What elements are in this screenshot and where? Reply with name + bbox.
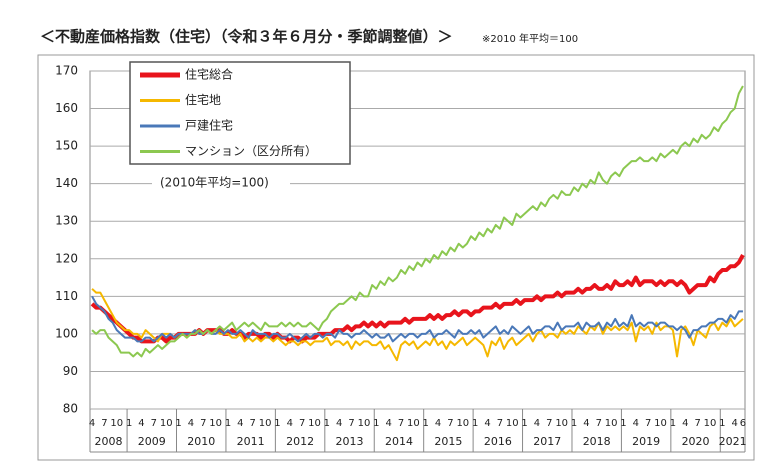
x-tick-label: 7 <box>694 418 700 429</box>
x-tick-label: 1 <box>521 418 527 429</box>
x-tick-label: 4 <box>583 418 589 429</box>
x-tick-label: 10 <box>654 418 667 429</box>
y-tick-label: 170 <box>55 64 78 78</box>
x-tick-label: 7 <box>101 418 107 429</box>
x-tick-label: 10 <box>358 418 371 429</box>
x-tick-label: 7 <box>596 418 602 429</box>
x-tick-label: 4 <box>138 418 144 429</box>
x-tick-label: 7 <box>200 418 206 429</box>
x-tick-label: 4 <box>484 418 490 429</box>
year-label: 2008 <box>95 435 123 448</box>
legend-label: 住宅地 <box>185 92 221 107</box>
year-label: 2018 <box>583 435 611 448</box>
x-tick-label: 7 <box>645 418 651 429</box>
year-label: 2020 <box>682 435 710 448</box>
x-tick-label: 10 <box>209 418 222 429</box>
chart-note: ※2010 年平均＝100 <box>482 32 578 45</box>
annotation: (2010年平均=100) <box>160 176 269 190</box>
series-line <box>91 85 744 358</box>
x-tick-label: 4 <box>682 418 688 429</box>
year-label: 2013 <box>336 435 364 448</box>
x-tick-label: 10 <box>555 418 568 429</box>
x-tick-label: 4 <box>287 418 293 429</box>
x-tick-label: 1 <box>423 418 429 429</box>
year-label: 2021 <box>719 435 747 448</box>
x-tick-label: 4 <box>732 418 738 429</box>
legend-box <box>129 61 351 165</box>
year-label: 2010 <box>187 435 215 448</box>
x-tick-label: 7 <box>398 418 404 429</box>
y-tick-label: 130 <box>55 214 78 228</box>
x-tick-label: 10 <box>259 418 272 429</box>
year-label: 2012 <box>286 435 314 448</box>
x-tick-label: 1 <box>225 418 231 429</box>
x-tick-label: 1 <box>620 418 626 429</box>
x-tick-label: 10 <box>506 418 519 429</box>
legend-label: 住宅総合 <box>185 67 233 82</box>
x-tick-label: 10 <box>308 418 321 429</box>
x-tick-label: 4 <box>188 418 194 429</box>
x-tick-label: 7 <box>546 418 552 429</box>
x-tick-label: 10 <box>407 418 420 429</box>
x-tick-label: 1 <box>719 418 725 429</box>
y-tick-label: 140 <box>55 176 78 190</box>
x-tick-label: 4 <box>534 418 540 429</box>
y-tick-label: 80 <box>63 402 78 416</box>
x-tick-label: 10 <box>605 418 618 429</box>
chart-title: ＜不動産価格指数（住宅）（令和３年６月分・季節調整値）＞ <box>40 28 453 46</box>
y-tick-label: 90 <box>63 364 78 378</box>
year-label: 2009 <box>138 435 166 448</box>
year-label: 2016 <box>484 435 512 448</box>
x-tick-label: 1 <box>175 418 181 429</box>
x-tick-label: 1 <box>571 418 577 429</box>
x-tick-label: 4 <box>336 418 342 429</box>
year-label: 2015 <box>434 435 462 448</box>
x-tick-label: 1 <box>324 418 330 429</box>
x-tick-label: 7 <box>447 418 453 429</box>
x-tick-label: 4 <box>385 418 391 429</box>
year-label: 2011 <box>237 435 265 448</box>
x-tick-label: 4 <box>633 418 639 429</box>
annotation-bg <box>152 174 290 192</box>
year-label: 2019 <box>632 435 660 448</box>
x-tick-label: 10 <box>456 418 469 429</box>
x-tick-label: 7 <box>151 418 157 429</box>
y-tick-label: 100 <box>55 326 78 340</box>
x-tick-label: 10 <box>160 418 173 429</box>
year-label: 2014 <box>385 435 413 448</box>
x-tick-label: 7 <box>299 418 305 429</box>
x-tick-label: 1 <box>472 418 478 429</box>
x-tick-label: 1 <box>373 418 379 429</box>
x-tick-label: 1 <box>126 418 132 429</box>
x-tick-label: 4 <box>89 418 95 429</box>
plot <box>90 85 745 362</box>
x-tick-label: 1 <box>274 418 280 429</box>
legend-label: マンション（区分所有） <box>185 144 317 158</box>
x-tick-label: 7 <box>497 418 503 429</box>
x-tick-label: 7 <box>250 418 256 429</box>
year-label: 2017 <box>533 435 561 448</box>
x-tick-label: 10 <box>110 418 123 429</box>
y-tick-label: 120 <box>55 251 78 265</box>
x-tick-label: 10 <box>704 418 717 429</box>
y-tick-label: 160 <box>55 101 78 115</box>
x-tick-label: 1 <box>670 418 676 429</box>
series-line <box>91 295 743 343</box>
x-tick-label: 4 <box>237 418 243 429</box>
y-tick-label: 110 <box>55 289 78 303</box>
chart-frame <box>37 54 755 461</box>
legend-label: 戸建住宅 <box>185 118 233 133</box>
y-tick-label: 150 <box>55 139 78 153</box>
grid <box>89 70 746 453</box>
x-tick-label: 6 <box>740 418 746 429</box>
x-tick-label: 7 <box>348 418 354 429</box>
x-tick-label: 4 <box>435 418 441 429</box>
